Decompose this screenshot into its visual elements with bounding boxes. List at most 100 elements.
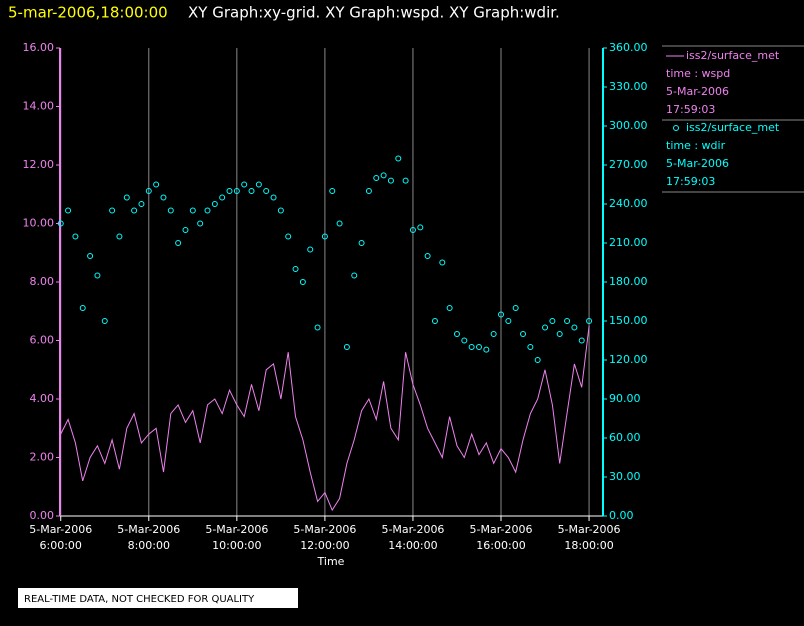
point [446,305,453,311]
y2-tick-label: 150.00 [609,314,648,327]
point [424,253,431,259]
y2-tick-label: 270.00 [609,158,648,171]
point [505,318,512,324]
point [87,253,94,259]
chart-subtitle: XY Graph:xy-grid. XY Graph:wspd. XY Grap… [188,4,560,22]
point [483,346,490,353]
point [138,201,145,207]
point [542,324,549,331]
point [343,344,350,350]
x-tick-label: 5-Mar-2006 18:00:00 [558,523,621,552]
point [292,266,299,272]
point [527,344,534,350]
x-tick-label: 5-Mar-2006 8:00:00 [117,523,180,552]
point [226,188,233,194]
y2-tick-label: 90.00 [609,392,641,405]
point [263,188,270,194]
point [167,207,174,214]
footer-box [18,588,298,608]
y2-tick-label: 60.00 [609,431,641,444]
point [564,318,571,324]
point [512,305,519,311]
point [439,259,446,266]
point [373,175,380,181]
point [556,331,563,337]
point [72,233,79,240]
x-tick-label: 5-Mar-2006 14:00:00 [381,523,444,552]
point [145,188,152,194]
x-tick-label: 5-Mar-2006 6:00:00 [29,523,92,552]
y-tick-label: 8.00 [30,275,55,288]
point [160,194,167,201]
legend-label: iss2/surface_met [686,121,780,134]
point [131,207,138,214]
y-tick-label: 16.00 [23,41,55,54]
point [109,207,116,214]
point [299,279,306,285]
point [578,337,585,344]
point [329,188,336,194]
point [94,272,101,279]
point [204,207,211,214]
point [402,177,409,184]
point [387,177,394,184]
legend-detail: 5-Mar-2006 [666,157,729,170]
point [116,233,123,240]
legend-detail: time : wdir [666,139,726,152]
x-axis-label: Time [317,555,345,568]
point [453,331,460,337]
point [57,220,64,227]
point [490,331,497,337]
legend-swatch [673,125,679,131]
x-tick-label: 5-Mar-2006 12:00:00 [293,523,356,552]
point [65,207,72,214]
point [248,188,255,194]
legend-detail: 17:59:03 [666,103,715,116]
point [571,324,578,331]
point [285,233,292,240]
y2-tick-label: 120.00 [609,353,648,366]
point [255,181,262,188]
y2-tick-label: 240.00 [609,197,648,210]
point [586,318,593,324]
point [549,318,556,324]
y-tick-label: 10.00 [23,217,55,230]
y2-tick-label: 30.00 [609,470,641,483]
y2-tick-label: 300.00 [609,119,648,132]
y2-tick-label: 0.00 [609,509,634,522]
legend-detail: time : wspd [666,67,730,80]
point [101,318,108,324]
series-line [60,325,590,512]
point [395,155,402,162]
y-tick-label: 0.00 [30,509,55,522]
point [314,324,321,331]
y2-tick-label: 360.00 [609,41,648,54]
point [336,220,343,227]
point [461,337,468,344]
point [307,246,314,253]
point [365,188,372,194]
legend-detail: 5-Mar-2006 [666,85,729,98]
point [351,272,358,279]
y-tick-label: 2.00 [30,451,55,464]
point [321,233,328,240]
point [175,240,182,246]
point [534,357,541,363]
point [498,311,505,318]
point [417,224,424,231]
point [468,344,475,350]
x-tick-label: 5-Mar-2006 10:00:00 [205,523,268,552]
y-tick-label: 6.00 [30,334,55,347]
point [211,201,218,207]
point [189,207,196,214]
legend-detail: 17:59:03 [666,175,715,188]
point [270,194,277,201]
point [380,172,387,179]
point [153,181,160,188]
point [358,240,365,246]
y-tick-label: 14.00 [23,100,55,113]
point [277,207,284,214]
x-tick-label: 5-Mar-2006 16:00:00 [470,523,533,552]
